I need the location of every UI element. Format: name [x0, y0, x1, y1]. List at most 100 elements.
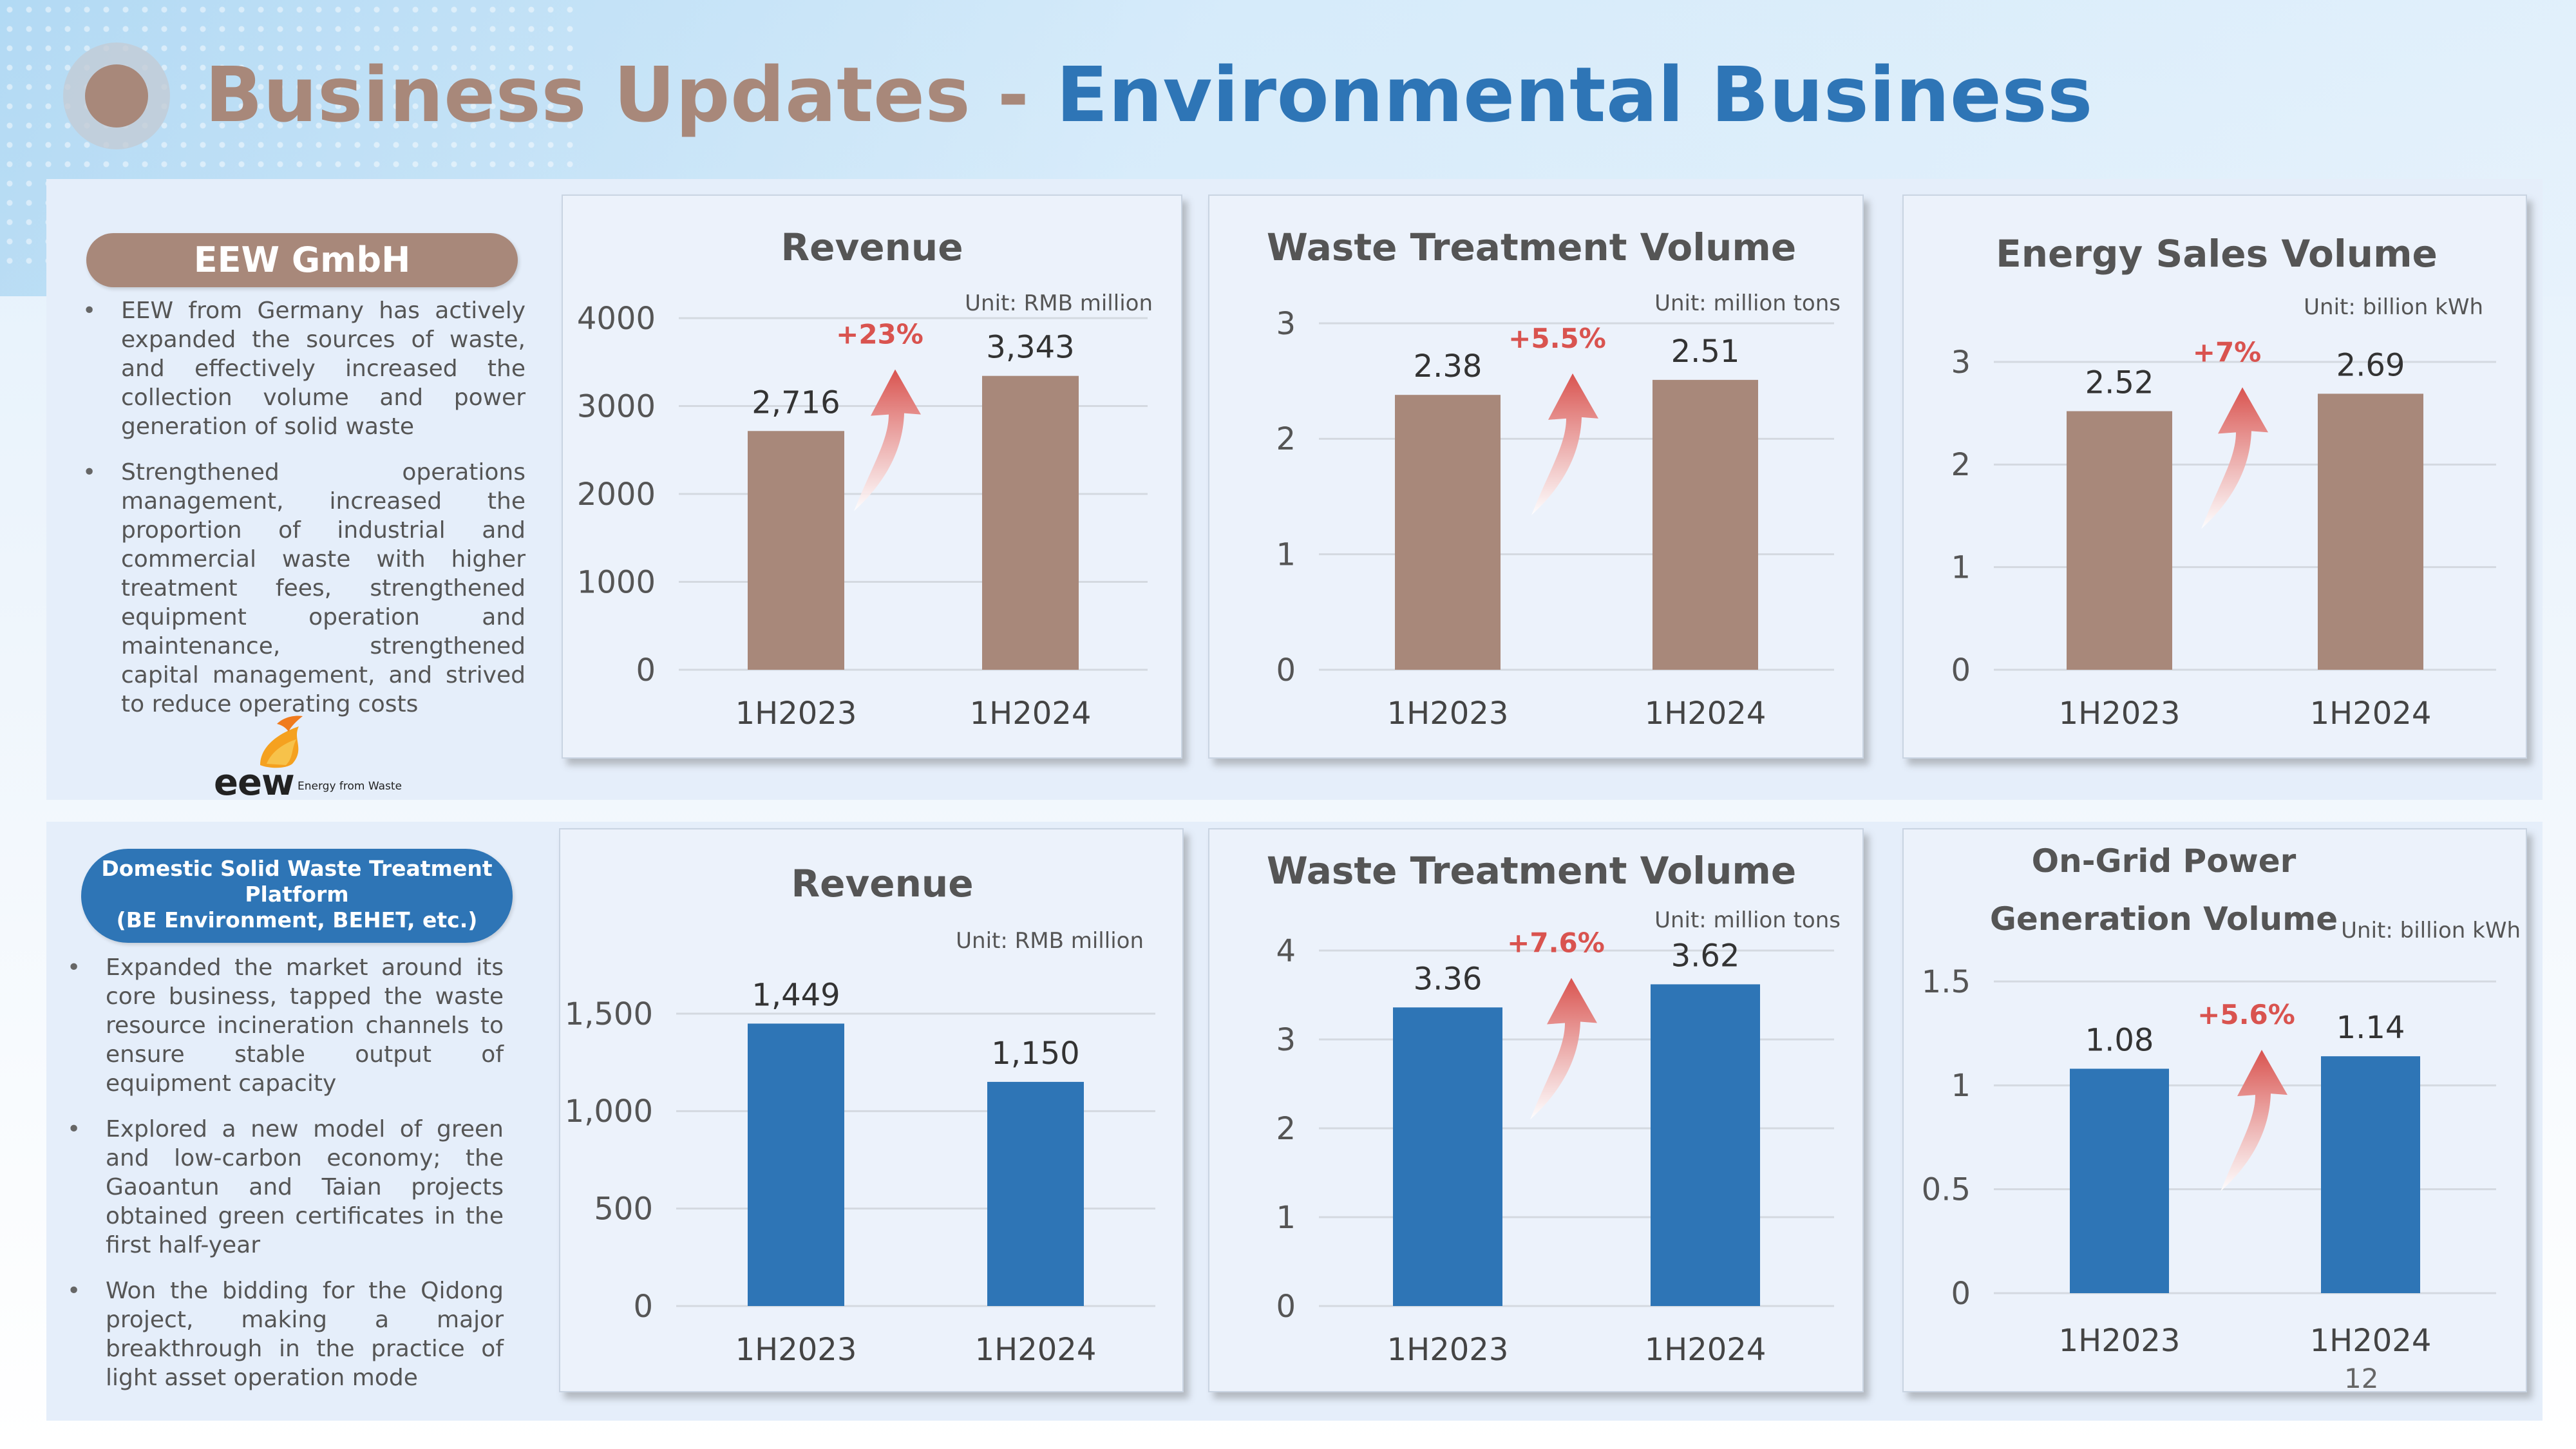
bar-value-label: 1.14 [2336, 1010, 2405, 1046]
growth-label: +7% [2193, 336, 2262, 368]
y-tick-label: 0 [636, 652, 656, 688]
eew-logo: eew Energy from Waste [214, 714, 407, 801]
category-label: 1H2024 [2310, 696, 2432, 732]
domestic-bullet-1: Expanded the market around its core busi… [67, 953, 504, 1098]
chart-title: Energy Sales Volume [1996, 232, 2438, 276]
y-tick-label: 1,500 [565, 996, 653, 1032]
bar-1h2024 [987, 1081, 1084, 1306]
bar-value-label: 3,343 [986, 330, 1074, 366]
y-tick-label: 2 [1951, 447, 1971, 483]
y-tick-label: 0 [633, 1289, 653, 1325]
chart-unit-label: Unit: billion kWh [2304, 294, 2483, 320]
chart-dom-revenue: Revenue Unit: RMB million 0 500 1,000 1,500 1,… [565, 862, 1155, 1368]
bar-1h2024 [2321, 1056, 2420, 1293]
y-tick-label: 3 [1276, 306, 1296, 342]
category-label: 1H2023 [1387, 1332, 1509, 1368]
page-title-part1: Business Updates - [205, 50, 1056, 139]
chart-unit-label: Unit: RMB million [956, 928, 1144, 954]
growth-arrow-icon [2201, 387, 2268, 529]
chart-unit-label: Unit: billion kWh [2341, 918, 2521, 943]
y-tick-label: 0.5 [1922, 1171, 1971, 1208]
category-label: 1H2023 [2059, 1323, 2181, 1359]
bar-value-label: 2.38 [1414, 348, 1482, 384]
category-label: 1H2023 [735, 696, 857, 732]
bar-1h2023 [1395, 395, 1501, 670]
category-label: 1H2023 [735, 1332, 857, 1368]
bar-1h2023 [748, 431, 844, 670]
y-tick-label: 3 [1276, 1022, 1296, 1058]
domestic-header-line-2: Platform [245, 882, 349, 907]
eew-logo-text: eew [214, 762, 295, 804]
bar-1h2023 [2067, 411, 2172, 670]
domestic-bullet-3: Won the bidding for the Qidong project, … [67, 1276, 504, 1392]
bar-1h2023 [1393, 1007, 1502, 1306]
growth-label: +5.6% [2197, 999, 2295, 1030]
bar-value-label: 1,449 [752, 977, 840, 1013]
bar-value-label: 1,150 [991, 1036, 1079, 1072]
category-label: 1H2024 [1645, 696, 1766, 732]
bar-1h2024 [1653, 379, 1758, 670]
chart-eew-energy: Energy Sales Volume Unit: billion kWh 0 1 2 3… [1951, 232, 2496, 732]
chart-panel-eew-waste: Waste Treatment Volume Unit: million tons… [1208, 194, 1864, 759]
bar-1h2023 [2070, 1068, 2169, 1293]
y-tick-label: 500 [594, 1191, 653, 1227]
category-label: 1H2023 [1387, 696, 1509, 732]
eew-bullet-1: EEW from Germany has actively expanded t… [82, 296, 526, 441]
growth-arrow-icon [854, 369, 921, 511]
domestic-bullet-2: Explored a new model of green and low-ca… [67, 1115, 504, 1260]
chart-title: Waste Treatment Volume [1267, 225, 1796, 269]
bar-value-label: 2,716 [752, 384, 840, 421]
chart-title: On-Grid Power [2032, 842, 2297, 880]
chart-title-line-2: Generation Volume [1990, 900, 2338, 938]
y-tick-label: 3 [1951, 345, 1971, 381]
category-label: 1H2024 [2310, 1323, 2432, 1359]
domestic-bullet-list: Expanded the market around its core busi… [67, 953, 504, 1409]
bar-value-label: 2.51 [1671, 334, 1740, 370]
chart-unit-label: Unit: million tons [1654, 290, 1841, 316]
chart-panel-eew-revenue: Revenue Unit: RMB million 0 1000 2000 3000 400… [562, 194, 1182, 759]
chart-panel-dom-power: On-Grid Power Generation Volume Unit: bill… [1902, 828, 2527, 1392]
y-tick-label: 1 [1951, 1068, 1971, 1104]
category-label: 1H2023 [2059, 696, 2181, 732]
chart-panel-dom-revenue: Revenue Unit: RMB million 0 500 1,000 1,500 1,… [559, 828, 1184, 1392]
chart-panel-dom-waste: Waste Treatment Volume Unit: million tons… [1208, 828, 1864, 1392]
category-label: 1H2024 [1645, 1332, 1766, 1368]
y-tick-label: 2 [1276, 421, 1296, 457]
category-label: 1H2024 [970, 696, 1092, 732]
y-tick-label: 1 [1276, 1200, 1296, 1236]
chart-title: Revenue [781, 225, 963, 269]
bar-1h2024 [1651, 984, 1760, 1306]
flame-icon [260, 715, 303, 768]
page-number: 12 [2344, 1363, 2379, 1394]
y-tick-label: 4 [1276, 933, 1296, 969]
growth-label: +23% [836, 319, 923, 350]
category-label: 1H2024 [975, 1332, 1097, 1368]
y-tick-label: 2 [1276, 1111, 1296, 1147]
chart-dom-power: On-Grid Power Generation Volume Unit: bill… [1922, 842, 2521, 1359]
y-tick-label: 0 [1951, 1276, 1971, 1312]
eew-bullet-2: Strengthened operations management, incr… [82, 458, 526, 719]
chart-dom-waste: Waste Treatment Volume Unit: million tons… [1267, 849, 1841, 1368]
growth-arrow-icon [1530, 978, 1597, 1120]
eew-bullet-list: EEW from Germany has actively expanded t… [82, 296, 526, 735]
page-title-part2: Environmental Business [1056, 50, 2093, 139]
page-title: Business Updates - Environmental Busines… [205, 46, 2093, 143]
chart-unit-label: Unit: RMB million [965, 290, 1153, 316]
growth-label: +5.5% [1508, 323, 1606, 354]
y-tick-label: 1 [1951, 549, 1971, 585]
growth-arrow-icon [2221, 1050, 2287, 1192]
eew-section-header: EEW GmbH [86, 233, 518, 287]
y-tick-label: 2000 [577, 477, 656, 513]
chart-eew-waste: Waste Treatment Volume Unit: million tons… [1267, 225, 1841, 732]
y-tick-label: 0 [1276, 652, 1296, 688]
y-tick-label: 4000 [577, 301, 656, 337]
chart-title: Waste Treatment Volume [1267, 849, 1796, 893]
bar-value-label: 2.52 [2085, 365, 2154, 401]
y-tick-label: 1000 [577, 564, 656, 600]
chart-title: Revenue [791, 862, 973, 905]
bar-1h2024 [982, 375, 1079, 670]
domestic-header-line-1: Domestic Solid Waste Treatment [101, 856, 493, 881]
eew-logo-tagline: Energy from Waste [298, 780, 402, 793]
y-tick-label: 0 [1276, 1289, 1296, 1325]
